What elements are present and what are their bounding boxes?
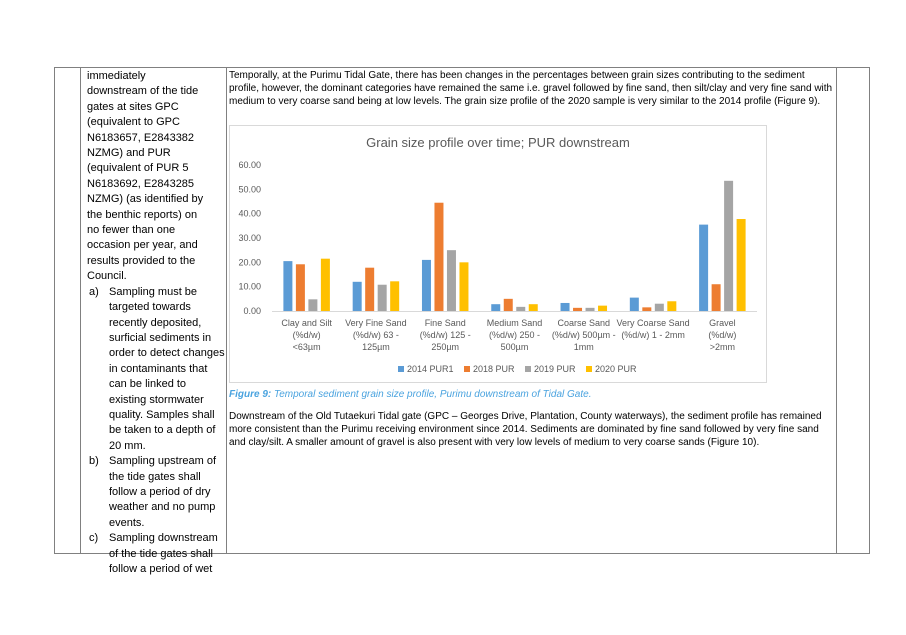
bar bbox=[629, 297, 639, 311]
x-tick-label: 250µm bbox=[431, 342, 459, 352]
bar bbox=[699, 224, 709, 311]
y-tick-label: 60.00 bbox=[238, 160, 261, 170]
bar bbox=[736, 219, 746, 311]
grain-size-chart: Grain size profile over time; PUR downst… bbox=[229, 125, 767, 383]
x-tick-label: (%d/w) 500µm - bbox=[552, 330, 616, 340]
x-tick-label: Coarse Sand bbox=[558, 318, 611, 328]
x-tick-label: Medium Sand bbox=[487, 318, 543, 328]
y-tick-label: 10.00 bbox=[238, 282, 261, 292]
x-tick-label: 500µm bbox=[501, 342, 529, 352]
caption-text: Temporal sediment grain size profile, Pu… bbox=[271, 389, 592, 400]
x-tick-label: Very Coarse Sand bbox=[617, 318, 690, 328]
legend-swatch bbox=[525, 366, 531, 372]
bar bbox=[560, 302, 570, 311]
caption-label: Figure 9: bbox=[229, 389, 272, 400]
bar bbox=[503, 298, 513, 311]
list-item: c) Sampling downstream of the tide gates … bbox=[89, 532, 218, 575]
x-tick-label: <63µm bbox=[293, 342, 321, 352]
legend-label: 2019 PUR bbox=[534, 364, 576, 374]
bar bbox=[308, 299, 318, 311]
bar bbox=[446, 250, 456, 311]
bar bbox=[516, 306, 526, 311]
bar bbox=[528, 304, 538, 311]
bar bbox=[283, 261, 293, 311]
bar bbox=[573, 307, 583, 311]
x-tick-label: (%d/w) bbox=[708, 330, 736, 340]
x-tick-label: Gravel bbox=[709, 318, 736, 328]
x-tick-label: (%d/w) 250 - bbox=[489, 330, 540, 340]
bar bbox=[585, 307, 595, 311]
discussion-column: Temporally, at the Purimu Tidal Gate, th… bbox=[229, 69, 834, 448]
x-tick-label: >2mm bbox=[710, 342, 735, 352]
list-item: b) Sampling upstream of the tide gates sh… bbox=[89, 455, 216, 529]
figure-caption: Figure 9: Temporal sediment grain size p… bbox=[229, 388, 591, 401]
bar bbox=[421, 259, 431, 311]
legend-label: 2014 PUR1 bbox=[407, 364, 454, 374]
paragraph-temporal: Temporally, at the Purimu Tidal Gate, th… bbox=[229, 70, 833, 108]
bar bbox=[434, 202, 444, 311]
legend-swatch bbox=[464, 366, 470, 372]
bar bbox=[365, 267, 375, 311]
legend-label: 2018 PUR bbox=[473, 364, 515, 374]
y-tick-label: 50.00 bbox=[238, 184, 261, 194]
bar bbox=[654, 303, 664, 311]
legend-swatch bbox=[398, 366, 404, 372]
x-tick-label: (%d/w) 63 - bbox=[353, 330, 399, 340]
x-tick-label: Clay and Silt bbox=[281, 318, 332, 328]
x-tick-label: (%d/w) 125 - bbox=[420, 330, 471, 340]
bar bbox=[598, 305, 608, 311]
column-divider bbox=[836, 68, 837, 553]
bar bbox=[459, 262, 469, 311]
bar bbox=[352, 281, 362, 311]
bar bbox=[390, 281, 400, 311]
bar bbox=[377, 284, 387, 311]
bar bbox=[295, 264, 305, 311]
column-divider bbox=[226, 68, 227, 553]
x-tick-label: (%d/w) 1 - 2mm bbox=[621, 330, 685, 340]
x-tick-label: 125µm bbox=[362, 342, 390, 352]
x-tick-label: (%d/w) bbox=[293, 330, 321, 340]
bar bbox=[667, 301, 677, 311]
condition-text-column: immediately downstream of the tide gates… bbox=[85, 69, 281, 577]
bar bbox=[711, 284, 721, 311]
bar bbox=[642, 307, 652, 311]
chart-svg: Grain size profile over time; PUR downst… bbox=[238, 135, 757, 374]
y-tick-label: 20.00 bbox=[238, 257, 261, 267]
legend-swatch bbox=[586, 366, 592, 372]
paragraph-downstream: Downstream of the Old Tutaekuri Tidal ga… bbox=[229, 411, 822, 449]
bar bbox=[320, 258, 330, 311]
condition-list: a) Sampling must be targeted towards rece… bbox=[85, 285, 225, 578]
bar bbox=[724, 180, 734, 311]
x-tick-label: 1mm bbox=[574, 342, 594, 352]
y-tick-label: 30.00 bbox=[238, 233, 261, 243]
legend-label: 2020 PUR bbox=[595, 364, 637, 374]
column-divider bbox=[80, 68, 81, 553]
y-tick-label: 0.00 bbox=[243, 306, 261, 316]
chart-title: Grain size profile over time; PUR downst… bbox=[366, 135, 630, 150]
condition-intro: immediately downstream of the tide gates… bbox=[87, 70, 204, 283]
page-table: immediately downstream of the tide gates… bbox=[54, 67, 870, 575]
x-tick-label: Fine Sand bbox=[425, 318, 466, 328]
list-item: a) Sampling must be targeted towards rece… bbox=[89, 285, 225, 452]
bar bbox=[491, 304, 501, 311]
y-tick-label: 40.00 bbox=[238, 209, 261, 219]
x-tick-label: Very Fine Sand bbox=[345, 318, 407, 328]
